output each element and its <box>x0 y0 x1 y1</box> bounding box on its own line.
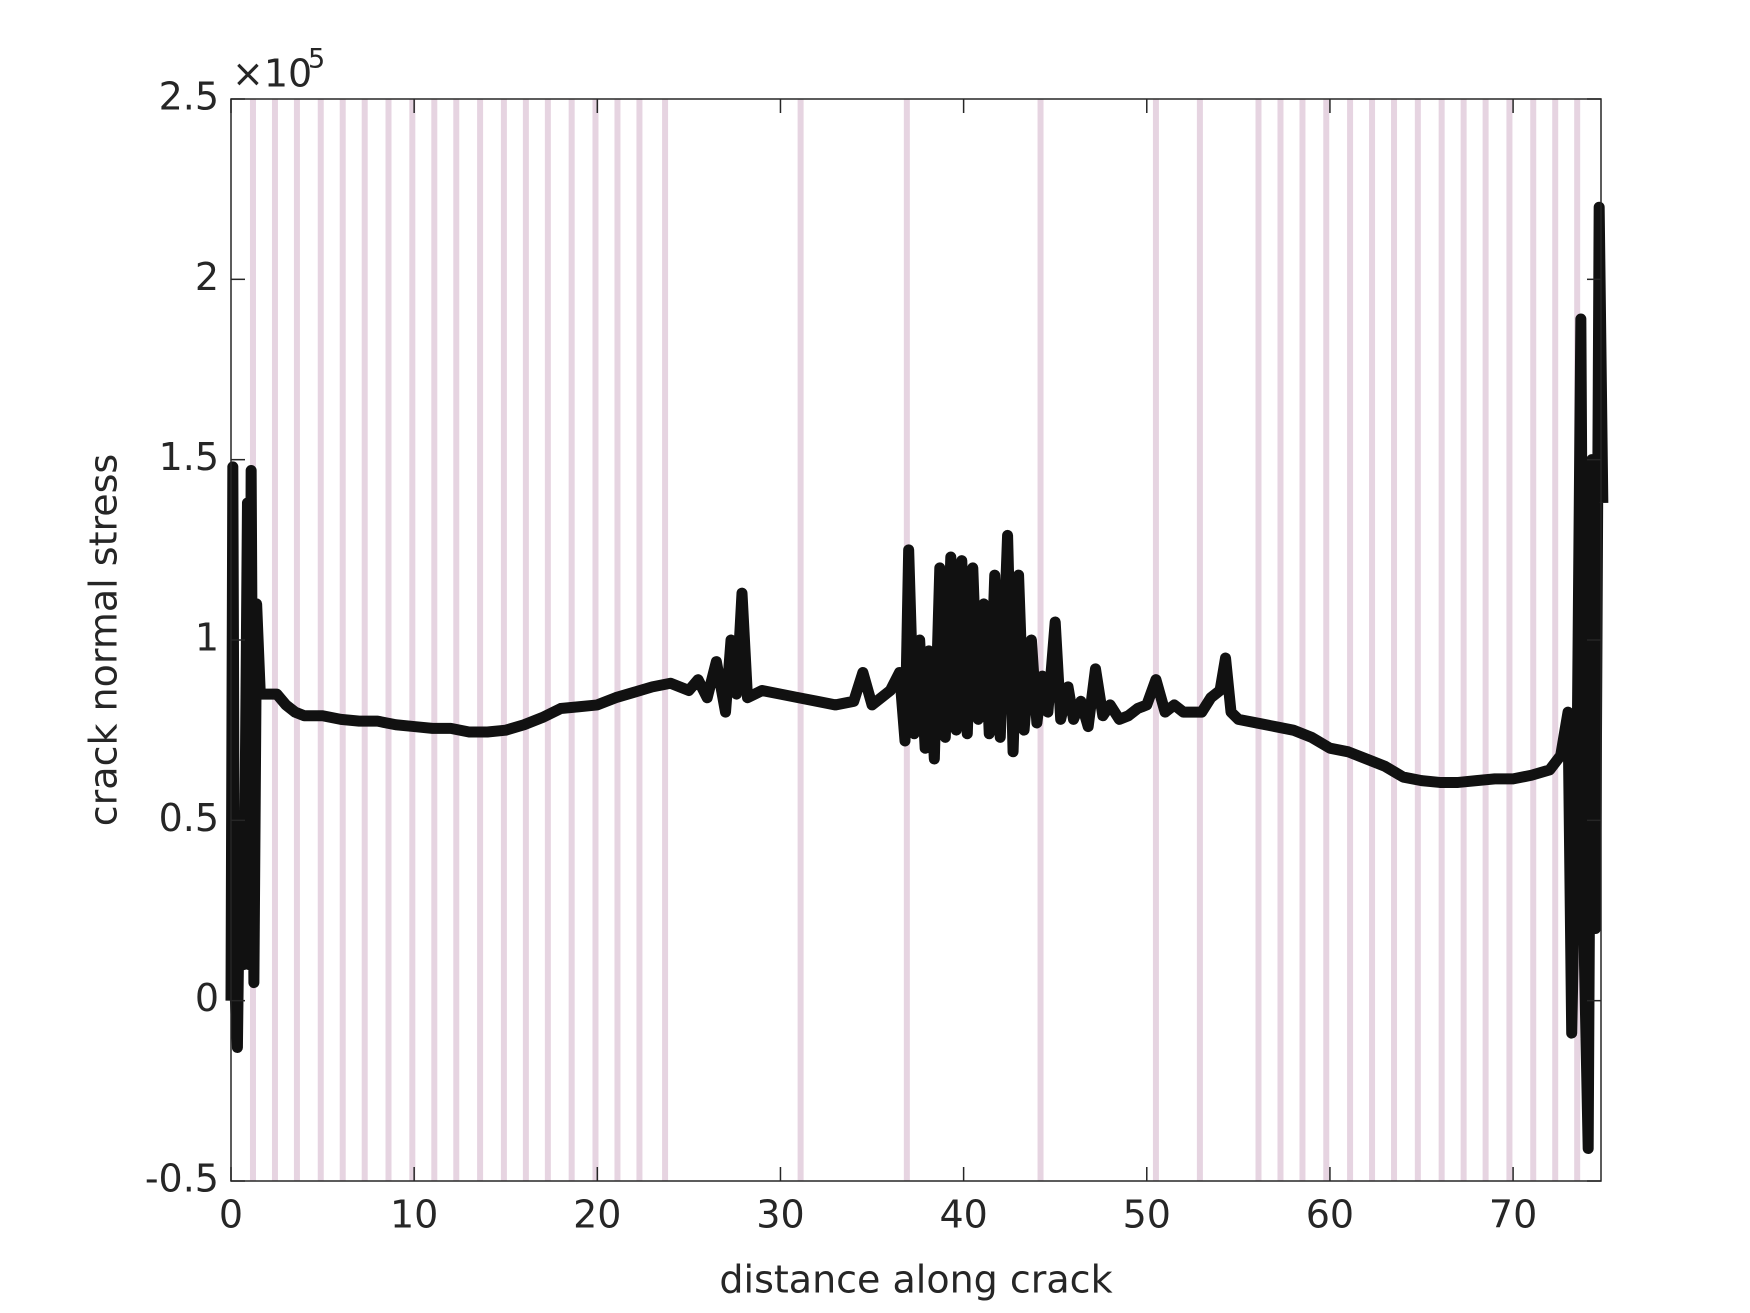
y-tick-label: 0.5 <box>159 796 219 840</box>
x-tick-label: 50 <box>1123 1193 1171 1237</box>
y-tick-label: 1 <box>195 616 219 660</box>
data-line <box>225 201 1609 1155</box>
x-tick-label: 70 <box>1489 1193 1537 1237</box>
x-tick-label: 20 <box>573 1193 621 1237</box>
x-tick-label: 60 <box>1306 1193 1354 1237</box>
x-axis-label: distance along crack <box>719 1258 1112 1302</box>
y-multiplier-exponent: 5 <box>308 44 325 75</box>
x-tick-label: 10 <box>390 1193 438 1237</box>
x-tick-label: 30 <box>756 1193 804 1237</box>
y-multiplier: ×10 <box>232 52 312 96</box>
x-tick-label: 0 <box>219 1193 243 1237</box>
y-axis-label: crack normal stress <box>82 454 126 826</box>
y-tick-label: 2 <box>195 255 219 299</box>
y-tick-label: -0.5 <box>145 1157 219 1201</box>
y-tick-label: 0 <box>195 976 219 1020</box>
x-tick-label: 40 <box>939 1193 987 1237</box>
y-tick-label: 1.5 <box>159 435 219 479</box>
y-tick-label: 2.5 <box>159 75 219 119</box>
